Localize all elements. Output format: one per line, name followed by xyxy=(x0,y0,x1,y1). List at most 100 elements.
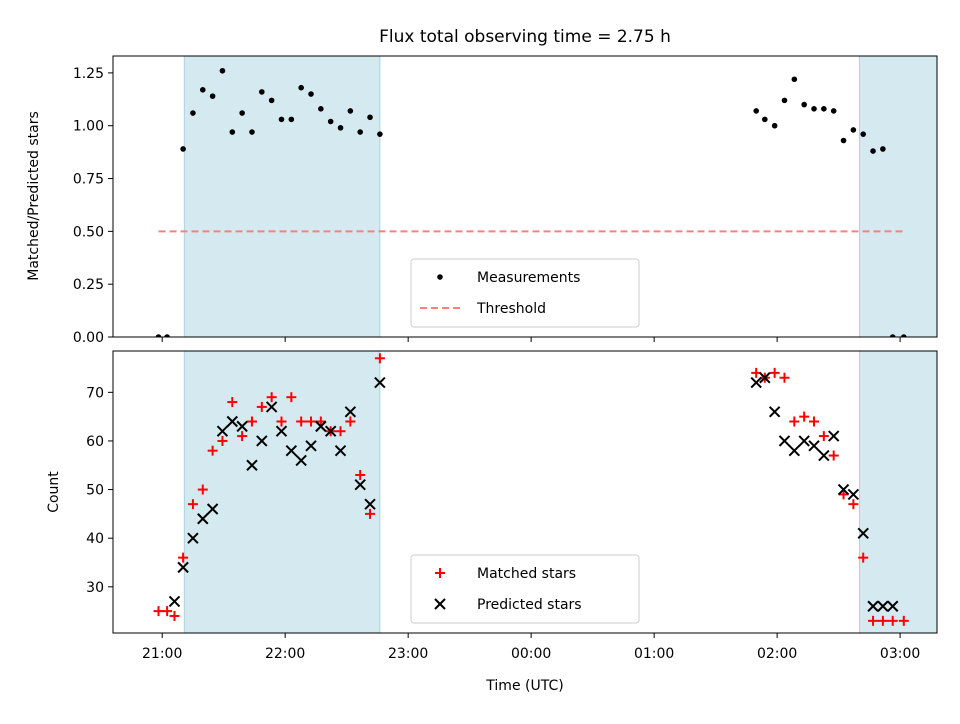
measurement-point xyxy=(249,129,255,135)
marker-stroke xyxy=(778,435,791,447)
predicted-star-point xyxy=(216,425,229,437)
matched-star-point xyxy=(207,445,218,456)
marker-stroke xyxy=(867,600,879,612)
matched-star-point xyxy=(256,401,267,412)
marker-stroke xyxy=(324,425,337,437)
matched-star-point xyxy=(217,435,228,446)
predicted-star-point xyxy=(275,425,288,437)
x-tick-label: 03:00 xyxy=(880,646,920,662)
matched-star-point xyxy=(296,416,307,427)
measurement-point xyxy=(327,118,334,125)
bottom-xlabel: Time (UTC) xyxy=(485,678,563,694)
y-tick-label: 50 xyxy=(86,483,104,499)
matched-star-point xyxy=(868,615,879,626)
marker-stroke xyxy=(877,600,889,612)
predicted-star-point xyxy=(256,435,268,447)
y-tick-label: 60 xyxy=(86,434,104,450)
marker-stroke xyxy=(827,430,840,442)
matched-star-point xyxy=(877,615,888,626)
marker-stroke xyxy=(759,372,771,384)
matched-star-point xyxy=(848,499,859,510)
matched-star-point xyxy=(365,508,376,519)
observing-span xyxy=(859,351,937,633)
measurement-point xyxy=(889,334,896,337)
y-tick-label: 0.50 xyxy=(73,224,104,240)
marker-stroke xyxy=(374,376,386,389)
predicted-star-point xyxy=(877,600,889,612)
y-tick-label: 40 xyxy=(86,531,104,547)
legend-swatch-matched xyxy=(435,568,445,578)
x-tick-label: 00:00 xyxy=(511,646,551,662)
measurement-point xyxy=(308,91,314,97)
predicted-star-point xyxy=(226,415,239,428)
measurement-point xyxy=(830,108,837,114)
measurement-point xyxy=(259,89,265,95)
marker-stroke xyxy=(226,415,239,428)
predicted-star-point xyxy=(246,459,258,471)
measurement-point xyxy=(781,97,788,104)
measurement-point xyxy=(298,84,304,91)
marker-stroke xyxy=(847,488,860,501)
plot-area xyxy=(155,56,937,337)
marker-stroke xyxy=(275,425,288,437)
matched-star-point xyxy=(286,392,297,403)
marker-stroke xyxy=(216,425,229,437)
matched-star-point xyxy=(898,615,909,626)
matched-star-point xyxy=(187,499,198,510)
predicted-star-point xyxy=(364,498,376,510)
x-tick-label: 22:00 xyxy=(265,646,305,662)
matched-star-point xyxy=(818,431,829,442)
predicted-star-point xyxy=(837,483,850,496)
marker-stroke xyxy=(305,440,317,452)
measurement-point xyxy=(209,93,216,99)
observing-span xyxy=(183,56,381,337)
measurement-point xyxy=(860,131,867,137)
legend: Matched stars Predicted stars xyxy=(410,554,640,624)
observing-span xyxy=(183,351,381,633)
predicted-star-point xyxy=(324,425,337,437)
measurement-point xyxy=(840,137,847,144)
marker-stroke xyxy=(354,478,366,491)
matched-star-point xyxy=(809,416,820,427)
measurement-point xyxy=(155,334,162,337)
matched-star-point xyxy=(769,367,780,378)
measurement-point xyxy=(164,334,170,337)
matched-star-point xyxy=(887,615,898,626)
y-tick-label: 1.25 xyxy=(73,66,104,82)
axes-frame xyxy=(112,55,938,338)
marker-stroke xyxy=(788,444,801,457)
x-tick-label: 21:00 xyxy=(142,646,182,662)
legend-box xyxy=(410,258,640,328)
matched-star-point xyxy=(355,469,366,480)
marker-stroke xyxy=(285,444,298,457)
measurement-point xyxy=(870,148,876,154)
marker-stroke xyxy=(187,532,199,544)
legend-label: Measurements xyxy=(477,270,580,286)
matched-star-point xyxy=(246,416,257,427)
predicted-star-point xyxy=(197,513,209,525)
predicted-star-point xyxy=(295,454,307,467)
measurement-point xyxy=(880,146,886,152)
matched-star-point xyxy=(345,416,356,427)
predicted-star-point xyxy=(285,444,298,457)
predicted-star-point xyxy=(265,401,278,413)
matched-star-point xyxy=(306,416,317,427)
marker-stroke xyxy=(315,420,327,433)
marker-stroke xyxy=(887,600,899,612)
marker-stroke xyxy=(246,459,258,471)
marker-stroke xyxy=(256,435,268,447)
measurement-point xyxy=(288,116,295,123)
predicted-star-point xyxy=(177,561,189,574)
matched-star-point xyxy=(828,450,839,461)
marker-stroke xyxy=(857,527,869,540)
measurement-point xyxy=(229,129,236,135)
matched-star-point xyxy=(197,484,208,495)
predicted-star-point xyxy=(344,406,357,418)
measurement-point xyxy=(771,122,778,129)
y-tick-label: 30 xyxy=(86,580,104,596)
matched-star-point xyxy=(227,397,238,408)
axes-frame xyxy=(112,350,938,634)
legend-label: Predicted stars xyxy=(477,597,582,613)
predicted-star-point xyxy=(847,488,860,501)
predicted-star-point xyxy=(354,478,366,491)
